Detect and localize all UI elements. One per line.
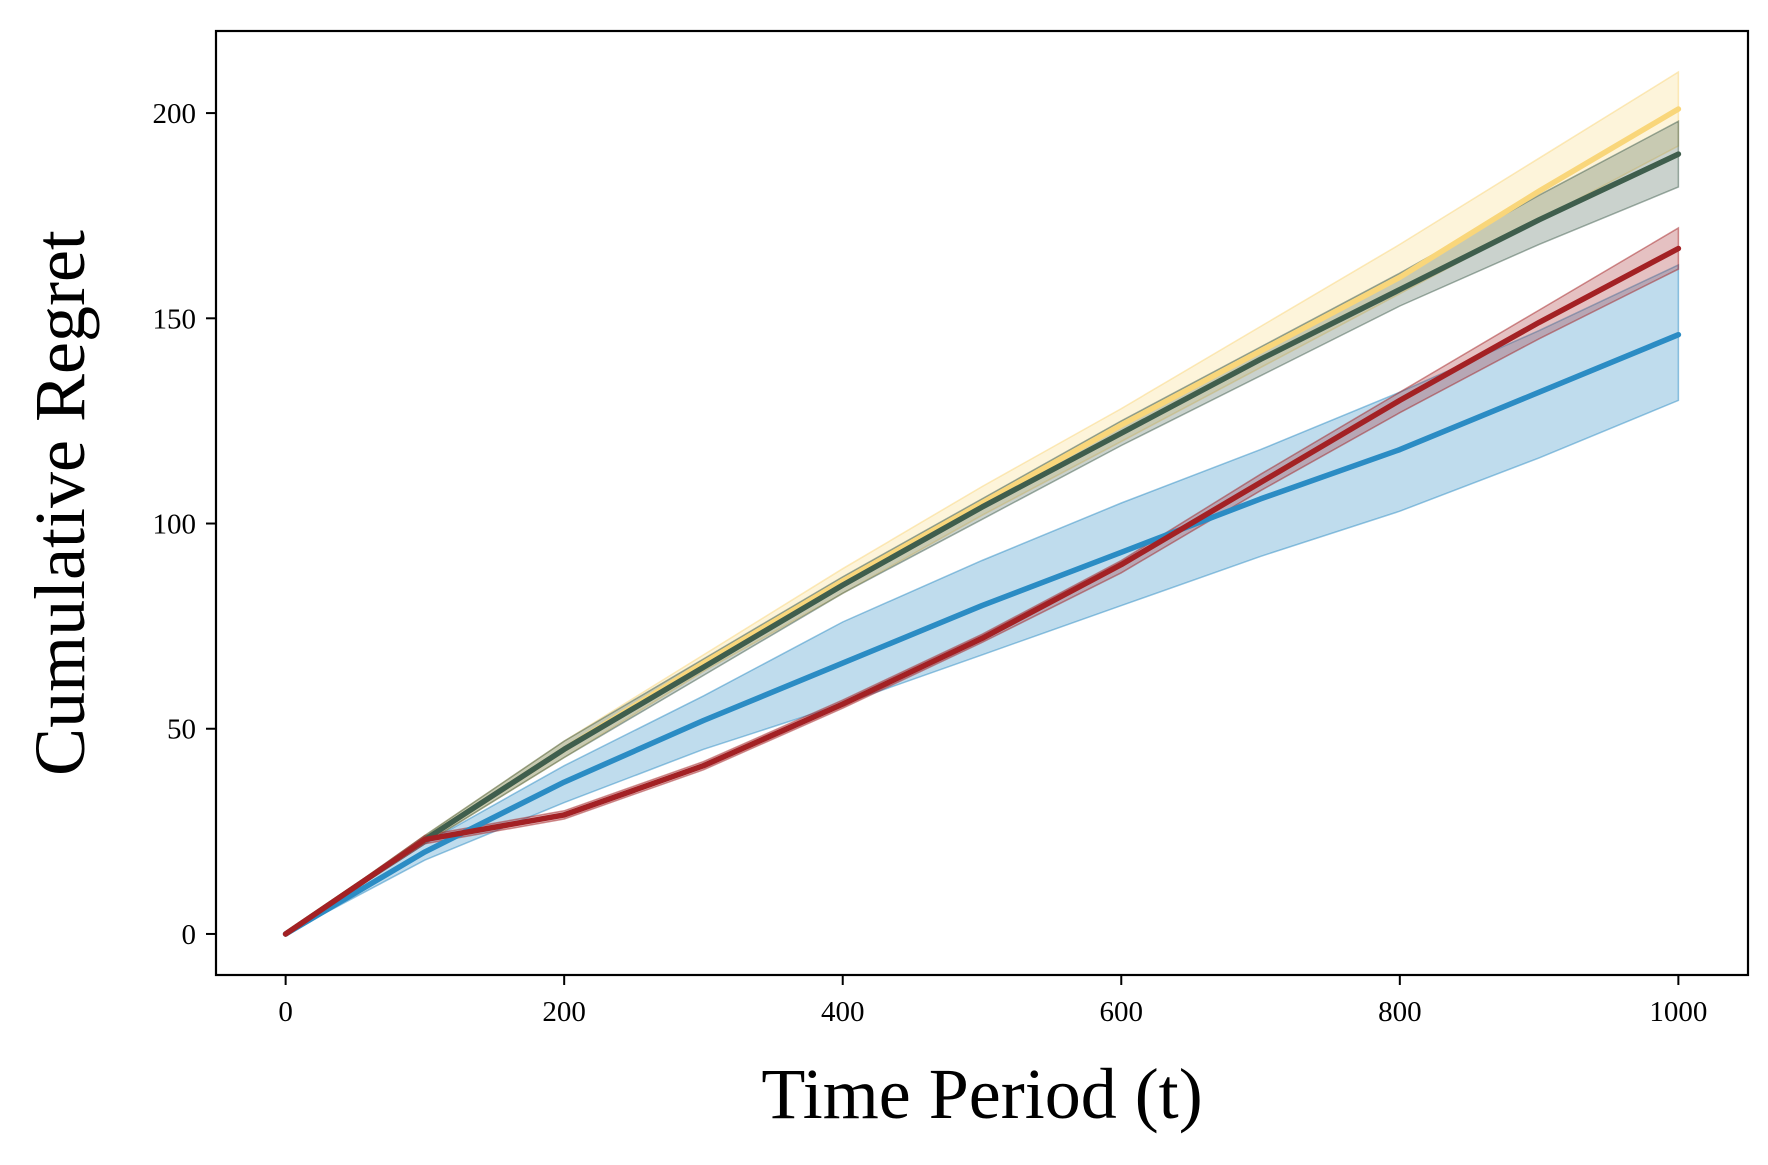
y-axis-ticks: 0 50 100 150 200 [153,98,216,951]
x-axis-label: Time Period (t) [761,1054,1202,1134]
x-tick-label: 600 [1100,996,1144,1028]
x-axis-ticks: 0 200 400 600 800 1000 [278,975,1707,1028]
y-tick-label: 0 [182,919,197,951]
y-tick-label: 200 [153,98,197,130]
y-tick-label: 150 [153,303,197,335]
plot-frame [214,29,1750,977]
series-line-3 [282,331,1682,937]
y-tick-label: 50 [167,714,196,746]
series-lines [282,106,1682,937]
x-tick-label: 800 [1378,996,1422,1028]
x-tick-label: 1000 [1649,996,1707,1028]
series-line-2 [282,151,1682,937]
x-tick-label: 400 [821,996,865,1028]
series-line-4 [282,245,1682,937]
x-tick-label: 200 [542,996,586,1028]
x-tick-label: 0 [278,996,293,1028]
y-axis-label: Cumulative Regret [20,230,100,776]
y-tick-label: 100 [153,509,197,541]
